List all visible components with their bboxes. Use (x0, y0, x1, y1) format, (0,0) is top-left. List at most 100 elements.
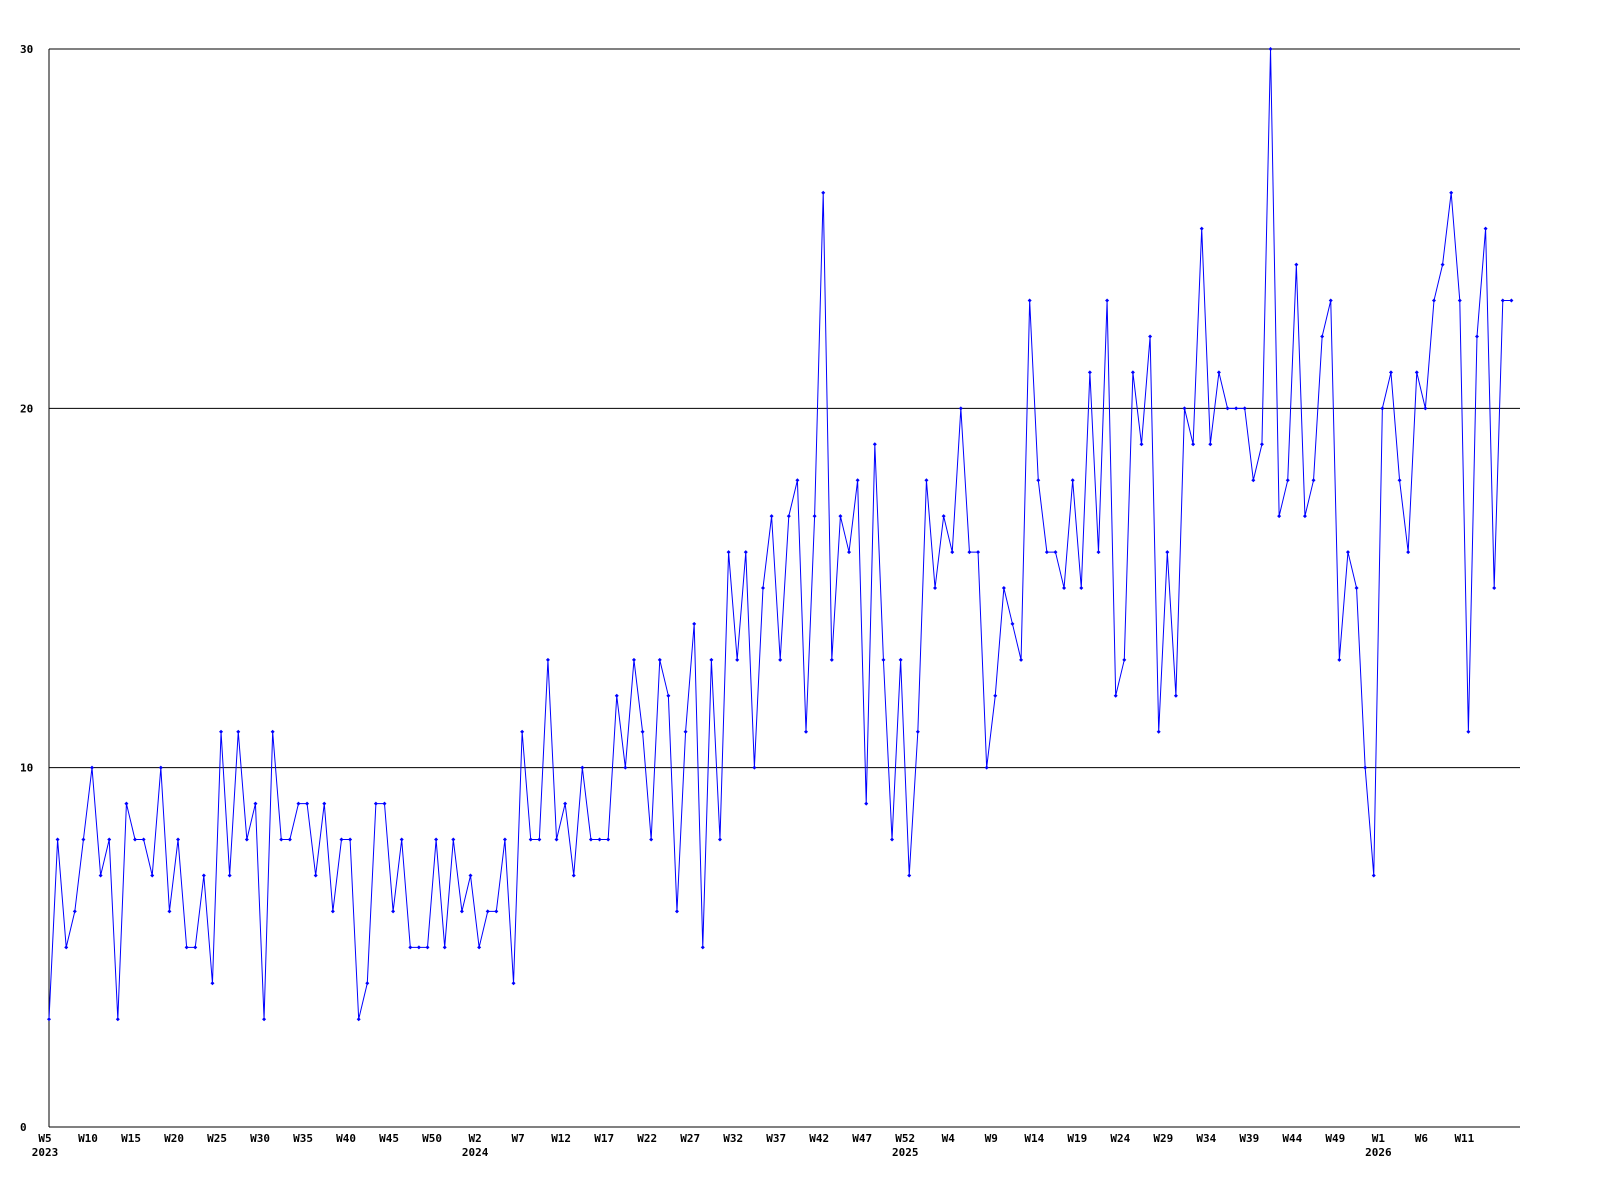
data-point (502, 837, 507, 842)
x-tick-label: W50 (422, 1132, 442, 1145)
data-point (545, 657, 550, 662)
data-point (1483, 226, 1488, 231)
data-point (907, 873, 912, 878)
data-point (528, 837, 533, 842)
data-point (657, 657, 662, 662)
data-point (322, 801, 327, 806)
data-point (158, 765, 163, 770)
data-point (941, 514, 946, 519)
data-point (1509, 298, 1514, 303)
data-point (674, 909, 679, 914)
data-point (1500, 298, 1505, 303)
data-point (1397, 478, 1402, 483)
data-point (795, 478, 800, 483)
data-point (924, 478, 929, 483)
data-point (1062, 586, 1067, 590)
data-point (563, 801, 568, 806)
data-point (98, 873, 103, 878)
data-point (1388, 370, 1393, 375)
data-point (649, 837, 654, 842)
data-point (640, 729, 645, 734)
data-point (726, 550, 731, 555)
data-point (1311, 478, 1316, 483)
data-point (838, 514, 843, 519)
data-point (597, 837, 602, 842)
data-point (330, 909, 335, 914)
x-tick-label: W44 (1282, 1132, 1302, 1145)
data-point (1363, 765, 1368, 770)
data-point (1070, 478, 1075, 483)
data-point (872, 442, 877, 447)
data-point (1173, 693, 1178, 698)
data-point (1268, 47, 1273, 51)
data-point (90, 765, 95, 770)
x-tick-label: W35 (293, 1132, 313, 1145)
data-point (537, 837, 542, 842)
data-point (339, 837, 344, 842)
data-point (1259, 442, 1264, 447)
y-tick-label: 10 (20, 762, 33, 775)
data-point (571, 873, 576, 878)
data-point (279, 837, 284, 842)
data-point (864, 801, 869, 806)
data-point (262, 1017, 267, 1022)
data-point (391, 909, 396, 914)
y-tick-label: 20 (20, 402, 33, 415)
x-tick-label: W19 (1067, 1132, 1087, 1145)
data-point (1225, 406, 1230, 411)
data-point (1406, 550, 1411, 555)
data-point (804, 729, 809, 734)
data-point (296, 801, 301, 806)
data-point (1199, 226, 1204, 231)
x-tick-label: W39 (1239, 1132, 1259, 1145)
data-point (356, 1017, 361, 1022)
data-point (1182, 406, 1187, 411)
x-tick-label: W30 (250, 1132, 270, 1145)
x-tick-label: W24 (1110, 1132, 1130, 1145)
data-point (1423, 406, 1428, 411)
data-point (631, 657, 636, 662)
data-point (451, 837, 456, 842)
data-point (1036, 478, 1041, 483)
x-tick-label: W47 (852, 1132, 872, 1145)
data-point (580, 765, 585, 770)
data-point (494, 909, 499, 914)
data-point (1285, 478, 1290, 483)
data-point (124, 801, 129, 806)
data-point (1251, 478, 1256, 483)
data-point (915, 729, 920, 734)
x-tick-label: W37 (766, 1132, 786, 1145)
data-point (408, 945, 413, 950)
x-tick-label: W40 (336, 1132, 356, 1145)
data-point (950, 550, 955, 555)
data-point (236, 729, 241, 734)
data-point (1122, 657, 1127, 662)
data-point (1130, 370, 1135, 375)
x-tick-label: W4 (942, 1132, 956, 1145)
data-point (1208, 442, 1213, 447)
data-point (847, 550, 852, 555)
data-point (81, 837, 86, 842)
data-point (305, 801, 310, 806)
data-point (150, 873, 155, 878)
data-point (1105, 298, 1110, 303)
x-tick-label: W2 2024 (462, 1132, 489, 1159)
data-point (1337, 657, 1342, 662)
data-point (1440, 262, 1445, 267)
data-point (511, 981, 516, 986)
data-point (485, 909, 490, 914)
x-tick-label: W7 (512, 1132, 525, 1145)
data-point (244, 837, 249, 842)
data-point (416, 945, 421, 950)
data-point (1156, 729, 1161, 734)
data-point (890, 837, 895, 842)
data-point (520, 729, 525, 734)
data-point (743, 550, 748, 555)
data-point (477, 945, 482, 950)
data-point (210, 981, 215, 986)
data-point (933, 586, 938, 590)
data-point (193, 945, 198, 950)
x-tick-label: W14 (1024, 1132, 1044, 1145)
data-point (1087, 370, 1092, 375)
data-point (1148, 334, 1153, 339)
